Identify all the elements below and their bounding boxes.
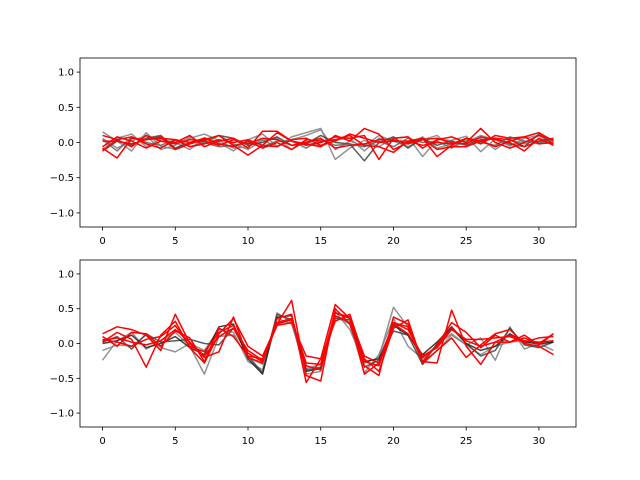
bottom-y-tick-label: 0.5 bbox=[58, 304, 74, 315]
bottom-x-tick-label: 25 bbox=[460, 436, 473, 447]
bottom-y-tick-label: −0.5 bbox=[50, 374, 74, 385]
bottom-series-layer bbox=[101, 299, 554, 384]
top-series-layer bbox=[102, 127, 554, 162]
top-x-tick-label: 30 bbox=[533, 236, 546, 247]
bottom-y-tick-label: 0.0 bbox=[58, 339, 74, 350]
top-y-tick-label: −1.0 bbox=[50, 208, 74, 219]
bottom-x-tick-label: 5 bbox=[172, 436, 178, 447]
top-y-tick-label: 0.0 bbox=[58, 138, 74, 149]
bottom-x-tick-label: 20 bbox=[387, 436, 400, 447]
top-x-tick-label: 0 bbox=[99, 236, 105, 247]
bottom-series-line-red-4 bbox=[102, 303, 554, 384]
top-y-tick-label: −0.5 bbox=[50, 173, 74, 184]
top-axes: 0 5 10 15 20 25 30 1.0 0.5 0.0 −0.5 −1.0 bbox=[50, 57, 577, 247]
top-x-tick-label: 20 bbox=[387, 236, 400, 247]
bottom-x-tick-label: 10 bbox=[242, 436, 255, 447]
top-x-tick-label: 15 bbox=[314, 236, 327, 247]
top-x-ticks: 0 5 10 15 20 25 30 bbox=[99, 227, 545, 247]
top-y-tick-label: 1.0 bbox=[58, 68, 74, 79]
top-x-tick-label: 25 bbox=[460, 236, 473, 247]
bottom-x-ticks: 0 5 10 15 20 25 30 bbox=[99, 427, 545, 447]
top-y-tick-label: 0.5 bbox=[58, 103, 74, 114]
top-series-line-red-9 bbox=[102, 136, 554, 152]
bottom-series-line-red-7 bbox=[102, 312, 554, 366]
top-x-tick-label: 5 bbox=[172, 236, 178, 247]
bottom-y-ticks: 1.0 0.5 0.0 −0.5 −1.0 bbox=[50, 269, 80, 420]
bottom-x-tick-label: 15 bbox=[314, 436, 327, 447]
top-x-tick-label: 10 bbox=[242, 236, 255, 247]
bottom-x-tick-label: 30 bbox=[533, 436, 546, 447]
bottom-x-tick-label: 0 bbox=[99, 436, 105, 447]
bottom-y-tick-label: −1.0 bbox=[50, 409, 74, 420]
bottom-axes: 0 5 10 15 20 25 30 1.0 0.5 0.0 −0.5 −1.0 bbox=[50, 259, 577, 447]
bottom-series-line-red-8 bbox=[102, 314, 554, 371]
top-y-ticks: 1.0 0.5 0.0 −0.5 −1.0 bbox=[50, 68, 80, 219]
bottom-y-tick-label: 1.0 bbox=[58, 269, 74, 280]
